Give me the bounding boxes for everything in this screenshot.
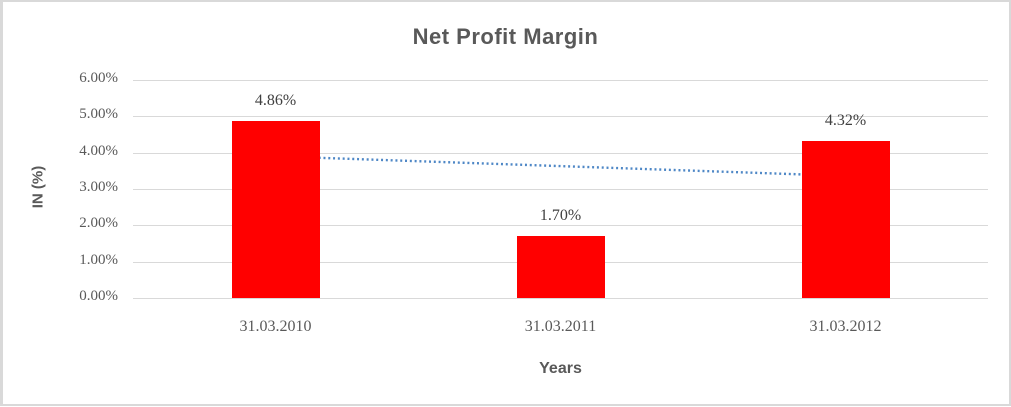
y-tick-label: 5.00% — [79, 106, 118, 123]
y-tick-label: 1.00% — [79, 251, 118, 268]
y-tick-label: 6.00% — [79, 70, 118, 86]
gridline — [133, 225, 988, 227]
bar-data-label: 1.70% — [539, 207, 582, 225]
gridline — [133, 116, 988, 118]
bar — [516, 236, 605, 298]
x-category-label: 31.03.2010 — [239, 318, 312, 335]
bar-data-label: 4.86% — [254, 92, 297, 110]
y-tick-label: 0.00% — [79, 288, 118, 304]
trendline — [275, 155, 846, 178]
bar — [801, 141, 890, 298]
bar — [231, 121, 320, 298]
y-tick-label: 3.00% — [79, 179, 118, 195]
y-tick-label: 2.00% — [79, 215, 118, 232]
bar-data-label: 4.32% — [824, 112, 867, 130]
x-axis-title: Years — [539, 360, 582, 377]
gridline — [133, 298, 988, 299]
x-category-label: 31.03.2012 — [809, 318, 882, 335]
gridline — [133, 80, 988, 81]
trendline-path — [275, 155, 846, 178]
x-category-label: 31.03.2011 — [524, 318, 597, 335]
y-tick-label: 4.00% — [79, 142, 118, 159]
gridline — [133, 189, 988, 190]
chart-title: Net Profit Margin — [412, 24, 599, 49]
gridline — [133, 152, 988, 154]
